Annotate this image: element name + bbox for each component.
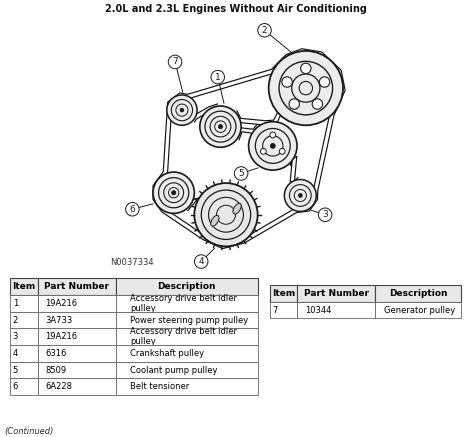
Text: 4: 4: [199, 257, 204, 266]
Circle shape: [180, 108, 184, 112]
Circle shape: [270, 132, 276, 138]
Circle shape: [282, 77, 292, 87]
Circle shape: [312, 99, 323, 109]
Circle shape: [172, 191, 176, 195]
Circle shape: [194, 183, 258, 246]
Text: N0037334: N0037334: [110, 258, 154, 267]
Text: 6: 6: [129, 205, 135, 214]
Text: 3: 3: [322, 210, 328, 219]
Text: 2.0L and 2.3L Engines Without Air Conditioning: 2.0L and 2.3L Engines Without Air Condit…: [105, 4, 367, 14]
Circle shape: [269, 51, 343, 125]
Text: 1: 1: [215, 73, 220, 82]
Circle shape: [319, 77, 330, 87]
Circle shape: [260, 149, 266, 154]
Ellipse shape: [211, 215, 219, 226]
Circle shape: [167, 95, 197, 125]
Circle shape: [289, 99, 300, 109]
Text: 7: 7: [172, 57, 178, 66]
Circle shape: [279, 149, 285, 154]
Circle shape: [153, 172, 194, 213]
Ellipse shape: [233, 203, 241, 214]
Circle shape: [248, 121, 297, 170]
Text: 5: 5: [238, 169, 244, 178]
Text: (Continued): (Continued): [5, 427, 54, 436]
Circle shape: [299, 194, 302, 198]
Circle shape: [284, 180, 316, 212]
Circle shape: [200, 106, 241, 147]
Circle shape: [301, 63, 311, 73]
Circle shape: [270, 143, 275, 148]
Text: 2: 2: [262, 26, 267, 35]
Circle shape: [219, 125, 223, 129]
